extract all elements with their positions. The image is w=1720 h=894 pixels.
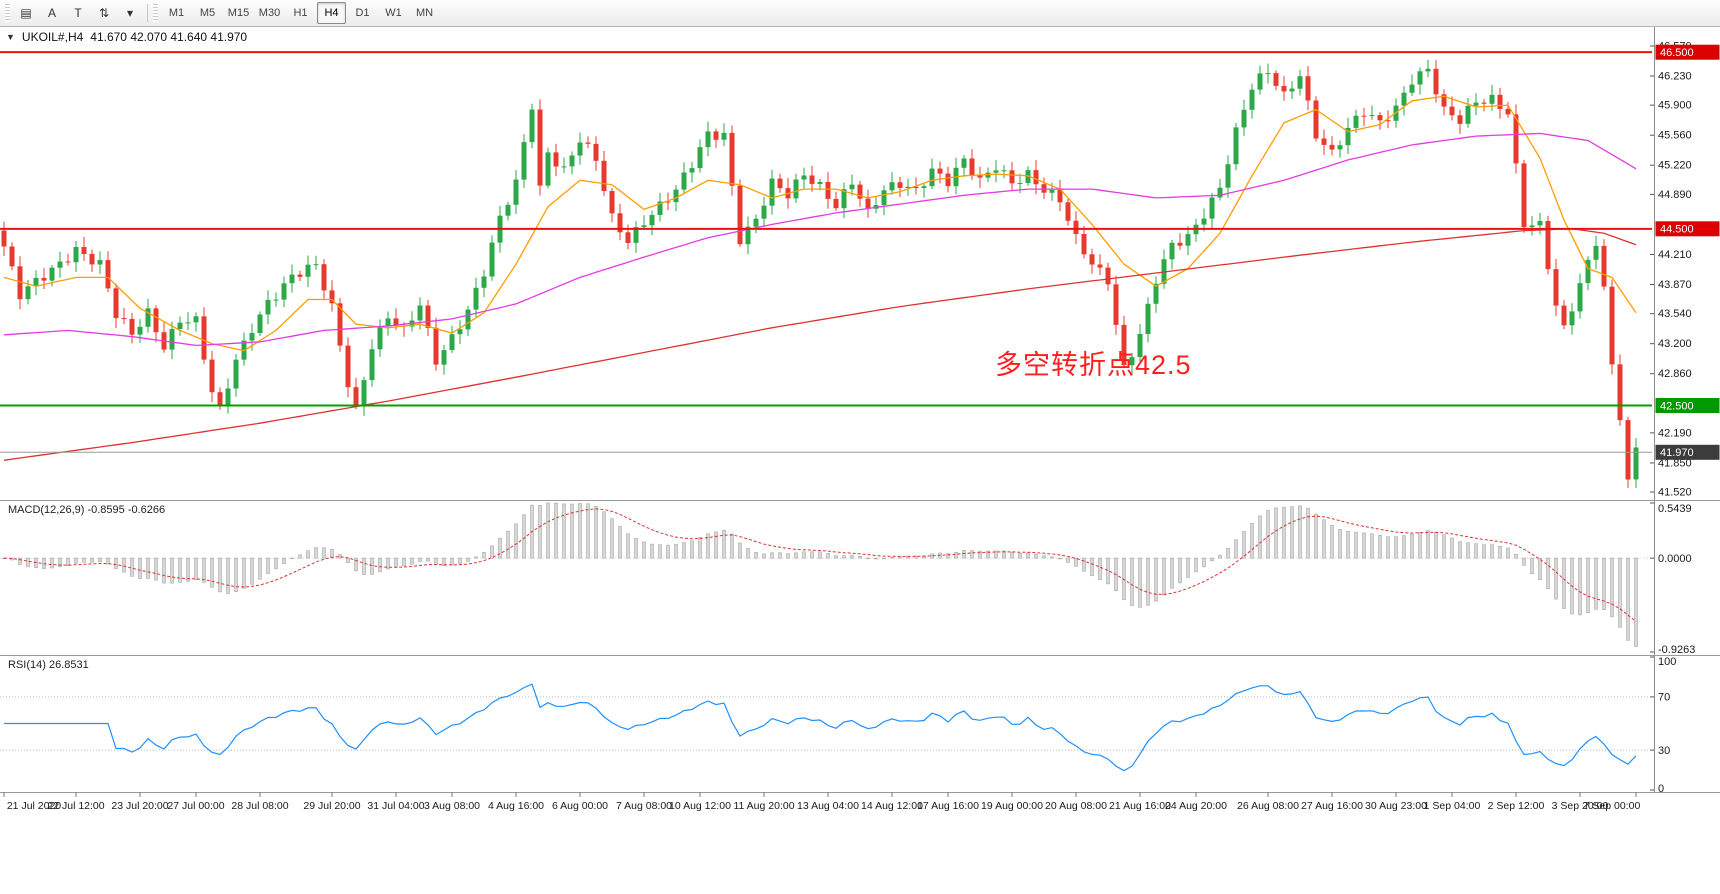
svg-text:7 Aug 08:00: 7 Aug 08:00 [616, 800, 672, 812]
svg-text:2 Sep 12:00: 2 Sep 12:00 [1488, 800, 1545, 812]
svg-text:27 Jul 00:00: 27 Jul 00:00 [167, 800, 224, 812]
svg-text:45.560: 45.560 [1658, 130, 1692, 142]
timeframe-button-w1[interactable]: W1 [385, 7, 402, 19]
svg-text:100: 100 [1658, 656, 1676, 668]
svg-text:0.5439: 0.5439 [1658, 503, 1692, 515]
svg-text:41.970: 41.970 [1660, 447, 1694, 459]
svg-text:41.850: 41.850 [1658, 457, 1692, 469]
svg-text:29 Jul 20:00: 29 Jul 20:00 [303, 800, 360, 812]
timeframe-button-m15[interactable]: M15 [227, 7, 250, 19]
svg-text:41.520: 41.520 [1658, 487, 1692, 499]
svg-text:28 Jul 08:00: 28 Jul 08:00 [231, 800, 288, 812]
svg-text:0: 0 [1658, 783, 1664, 795]
svg-text:43.540: 43.540 [1658, 308, 1692, 320]
svg-text:26 Aug 08:00: 26 Aug 08:00 [1237, 800, 1299, 812]
svg-text:31 Jul 04:00: 31 Jul 04:00 [367, 800, 424, 812]
timeframe-button-d1[interactable]: D1 [355, 7, 370, 19]
timeframe-button-m30[interactable]: M30 [258, 7, 281, 19]
svg-text:42.860: 42.860 [1658, 368, 1692, 380]
svg-text:46.500: 46.500 [1660, 47, 1694, 59]
svg-text:46.230: 46.230 [1658, 71, 1692, 83]
scale-tool-icon[interactable]: ⇅ [98, 6, 110, 20]
timeframe-button-mn[interactable]: MN [415, 7, 434, 19]
candlestick-series [1, 59, 1639, 489]
svg-text:30: 30 [1658, 745, 1670, 757]
svg-text:42.190: 42.190 [1658, 427, 1692, 439]
svg-text:14 Aug 12:00: 14 Aug 12:00 [861, 800, 923, 812]
svg-text:43.200: 43.200 [1658, 338, 1692, 350]
svg-text:21 Aug 16:00: 21 Aug 16:00 [1109, 800, 1171, 812]
svg-text:11 Aug 20:00: 11 Aug 20:00 [733, 800, 794, 812]
charts-grid-icon[interactable]: ▤ [20, 6, 32, 20]
timeframe-button-m1[interactable]: M1 [168, 7, 185, 19]
svg-text:44.500: 44.500 [1660, 224, 1694, 236]
rsi-line [4, 683, 1637, 772]
timeframe-button-h1[interactable]: H1 [293, 7, 308, 19]
tools-dropdown-caret[interactable]: ▾ [126, 6, 134, 20]
svg-text:23 Jul 20:00: 23 Jul 20:00 [111, 800, 168, 812]
svg-text:3 Sep 20:00: 3 Sep 20:00 [1552, 800, 1609, 812]
chart-canvas[interactable]: 46.57046.23045.90045.56045.22044.89044.2… [0, 27, 1720, 894]
macd-signal-line [3, 508, 1637, 622]
ma-line-mid [3, 132, 1637, 347]
timeframe-button-h4[interactable]: H4 [317, 2, 346, 24]
svg-text:13 Aug 04:00: 13 Aug 04:00 [797, 800, 859, 812]
svg-text:45.900: 45.900 [1658, 100, 1692, 112]
svg-text:44.210: 44.210 [1658, 249, 1692, 261]
tool-button-group: ▤ A T ⇅ ▾ [13, 2, 143, 24]
svg-text:45.220: 45.220 [1658, 160, 1692, 172]
timeframe-button-group: M1 M5 M15 M30 H1 H4 D1 W1 MN [161, 2, 440, 24]
svg-text:42.500: 42.500 [1660, 400, 1694, 412]
svg-text:24 Aug 20:00: 24 Aug 20:00 [1165, 800, 1227, 812]
price-axis[interactable]: 46.57046.23045.90045.56045.22044.89044.2… [1650, 27, 1720, 792]
svg-text:70: 70 [1658, 692, 1670, 704]
ma-line-fast [3, 95, 1637, 352]
chart-window: 46.57046.23045.90045.56045.22044.89044.2… [0, 27, 1720, 894]
macd-pane: 0.5439 0.0000 -0.9263 [0, 502, 1695, 656]
svg-text:30 Aug 23:00: 30 Aug 23:00 [1365, 800, 1427, 812]
svg-text:27 Aug 16:00: 27 Aug 16:00 [1301, 800, 1363, 812]
svg-text:20 Aug 08:00: 20 Aug 08:00 [1045, 800, 1107, 812]
svg-text:22 Jul 12:00: 22 Jul 12:00 [47, 800, 104, 812]
svg-text:6 Aug 00:00: 6 Aug 00:00 [552, 800, 608, 812]
svg-text:17 Aug 16:00: 17 Aug 16:00 [917, 800, 979, 812]
svg-text:19 Aug 00:00: 19 Aug 00:00 [981, 800, 1043, 812]
svg-text:7 Sep 00:00: 7 Sep 00:00 [1584, 800, 1641, 812]
svg-text:3 Aug 08:00: 3 Aug 08:00 [424, 800, 480, 812]
toolbar-grip[interactable] [5, 4, 10, 22]
timeframe-button-m5[interactable]: M5 [199, 7, 216, 19]
text-tool-button[interactable]: T [74, 6, 82, 20]
svg-text:10 Aug 12:00: 10 Aug 12:00 [669, 800, 731, 812]
svg-text:0.0000: 0.0000 [1658, 553, 1692, 565]
toolbar-grip-2[interactable] [153, 4, 158, 22]
rsi-pane: 100 70 30 0 [0, 656, 1676, 795]
svg-text:44.890: 44.890 [1658, 189, 1692, 201]
top-toolbar: ▤ A T ⇅ ▾ M1 M5 M15 M30 H1 H4 D1 W1 MN [0, 0, 1720, 27]
svg-text:4 Aug 16:00: 4 Aug 16:00 [488, 800, 544, 812]
toolbar-separator [147, 4, 148, 22]
svg-text:43.870: 43.870 [1658, 279, 1692, 291]
svg-text:21 Jul 2020: 21 Jul 2020 [7, 800, 61, 812]
svg-text:-0.9263: -0.9263 [1658, 644, 1695, 656]
cursor-tool-button[interactable]: A [47, 6, 56, 20]
svg-text:1 Sep 04:00: 1 Sep 04:00 [1424, 800, 1481, 812]
ma-line-slow [3, 228, 1637, 461]
